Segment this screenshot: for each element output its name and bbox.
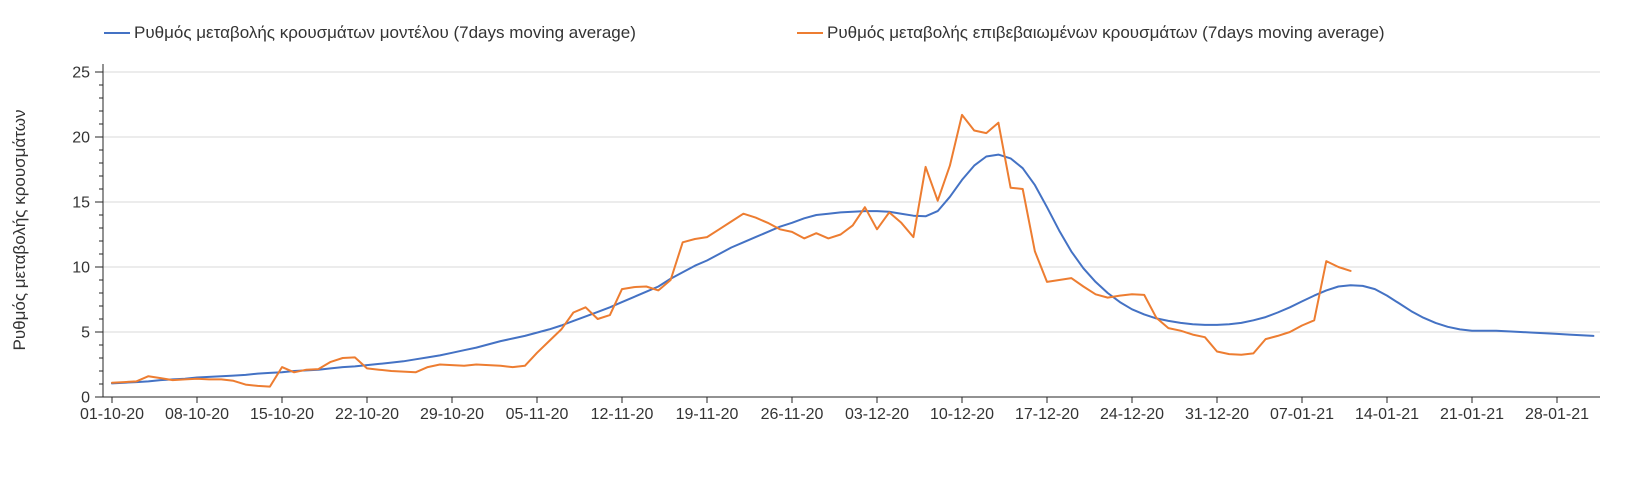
y-axis-title: Ρυθμός μεταβολής κρουσμάτων: [10, 109, 29, 351]
series-line-confirmed: [111, 113, 1352, 388]
legend-item-confirmed-series: Ρυθμός μεταβολής επιβεβαιωμένων κρουσμάτ…: [797, 22, 1385, 44]
x-tick-label: 08-10-20: [165, 406, 229, 423]
x-tick-label: 10-12-20: [930, 406, 994, 423]
y-tick-label: 20: [72, 130, 90, 147]
x-tick-label: 28-01-21: [1525, 406, 1589, 423]
legend-line-marker-model: [104, 32, 130, 34]
legend-label-model: Ρυθμός μεταβολής κρουσμάτων μοντέλου (7d…: [134, 23, 636, 42]
chart-legend: Ρυθμός μεταβολής κρουσμάτων μοντέλου (7d…: [0, 0, 1651, 48]
y-tick-label: 10: [72, 260, 90, 277]
x-tick-label: 24-12-20: [1100, 406, 1164, 423]
legend-label-confirmed: Ρυθμός μεταβολής επιβεβαιωμένων κρουσμάτ…: [827, 23, 1385, 42]
y-tick-label: 25: [72, 65, 90, 82]
legend-line-marker-confirmed: [797, 32, 823, 34]
x-tick-label: 29-10-20: [420, 406, 484, 423]
legend-item-model-series: Ρυθμός μεταβολής κρουσμάτων μοντέλου (7d…: [104, 22, 636, 44]
x-tick-label: 26-11-20: [761, 406, 824, 423]
x-tick-label: 17-12-20: [1015, 406, 1079, 423]
x-tick-label: 07-01-21: [1270, 406, 1334, 423]
x-tick-label: 19-11-20: [676, 406, 739, 423]
x-tick-label: 05-11-20: [506, 406, 569, 423]
y-tick-label: 0: [81, 390, 90, 407]
x-tick-label: 31-12-20: [1185, 406, 1249, 423]
y-tick-label: 15: [72, 195, 90, 212]
x-tick-label: 03-12-20: [845, 406, 909, 423]
x-tick-label: 01-10-20: [80, 406, 144, 423]
x-tick-label: 14-01-21: [1355, 406, 1419, 423]
x-tick-label: 21-01-21: [1440, 406, 1504, 423]
series-line-model: [111, 153, 1595, 385]
x-tick-label: 12-11-20: [591, 406, 654, 423]
y-tick-label: 5: [81, 325, 90, 342]
x-tick-label: 22-10-20: [335, 406, 399, 423]
x-tick-label: 15-10-20: [250, 406, 314, 423]
